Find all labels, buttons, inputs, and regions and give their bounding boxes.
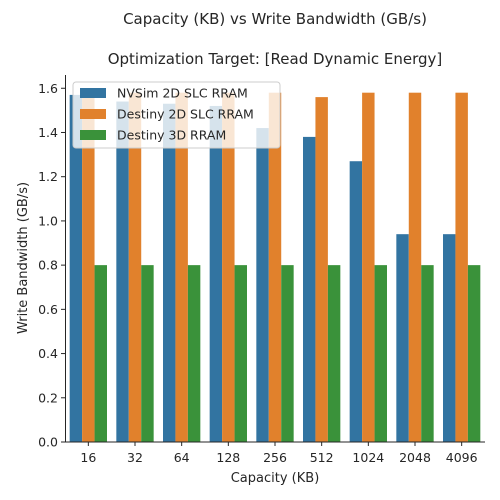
x-tick-label: 256 [263, 450, 287, 465]
bar-series1-1024 [362, 93, 374, 442]
x-tick-label: 4096 [446, 450, 478, 465]
chart-subtitle: Optimization Target: [Read Dynamic Energ… [108, 50, 443, 68]
bar-series2-128 [235, 265, 247, 442]
x-tick-label: 512 [310, 450, 334, 465]
bar-series2-32 [141, 265, 153, 442]
legend-swatch-1 [80, 109, 106, 119]
bar-series0-512 [303, 137, 315, 442]
legend-swatch-0 [80, 88, 106, 98]
bar-series1-2048 [409, 93, 421, 442]
x-tick-label: 1024 [352, 450, 384, 465]
bar-series2-256 [281, 265, 293, 442]
x-tick-label: 2048 [399, 450, 431, 465]
bar-series0-1024 [350, 161, 362, 442]
y-tick-label: 0.6 [38, 302, 58, 317]
bar-series0-128 [210, 106, 222, 442]
y-tick-label: 0.2 [38, 390, 58, 405]
legend-swatch-2 [80, 130, 106, 140]
y-tick-label: 0.0 [38, 435, 58, 450]
y-tick-label: 1.2 [38, 169, 58, 184]
y-tick-label: 1.6 [38, 81, 58, 96]
x-tick-label: 128 [216, 450, 240, 465]
legend: NVSim 2D SLC RRAM Destiny 2D SLC RRAM Dest… [73, 82, 280, 148]
legend-label-2: Destiny 3D RRAM [117, 128, 226, 143]
bar-series2-1024 [375, 265, 387, 442]
bar-series1-512 [315, 97, 327, 442]
x-tick-label: 16 [80, 450, 96, 465]
legend-label-0: NVSim 2D SLC RRAM [117, 86, 248, 101]
bar-series0-4096 [443, 234, 455, 442]
y-axis-label: Write Bandwidth (GB/s) [16, 182, 31, 334]
y-ticks: 0.0 0.2 0.4 0.6 0.8 1.0 1.2 1.4 1.6 [38, 81, 65, 450]
y-tick-label: 1.0 [38, 213, 58, 228]
bar-series0-32 [116, 102, 128, 442]
x-axis-label: Capacity (KB) [231, 471, 320, 486]
y-tick-label: 1.4 [38, 125, 58, 140]
y-tick-label: 0.4 [38, 346, 58, 361]
legend-label-1: Destiny 2D SLC RRAM [117, 107, 254, 122]
chart-title: Capacity (KB) vs Write Bandwidth (GB/s) [123, 10, 427, 28]
x-ticks: 16 32 64 128 256 512 1024 2048 4096 [80, 442, 477, 465]
bar-series2-512 [328, 265, 340, 442]
bar-series2-4096 [468, 265, 480, 442]
bar-series2-16 [95, 265, 107, 442]
bar-series2-2048 [421, 265, 433, 442]
y-tick-label: 0.8 [38, 258, 58, 273]
bar-series0-64 [163, 104, 175, 442]
bar-series0-2048 [396, 234, 408, 442]
x-tick-label: 32 [127, 450, 143, 465]
bar-series2-64 [188, 265, 200, 442]
x-tick-label: 64 [174, 450, 190, 465]
bar-series0-256 [256, 128, 268, 442]
bar-series1-4096 [455, 93, 467, 442]
